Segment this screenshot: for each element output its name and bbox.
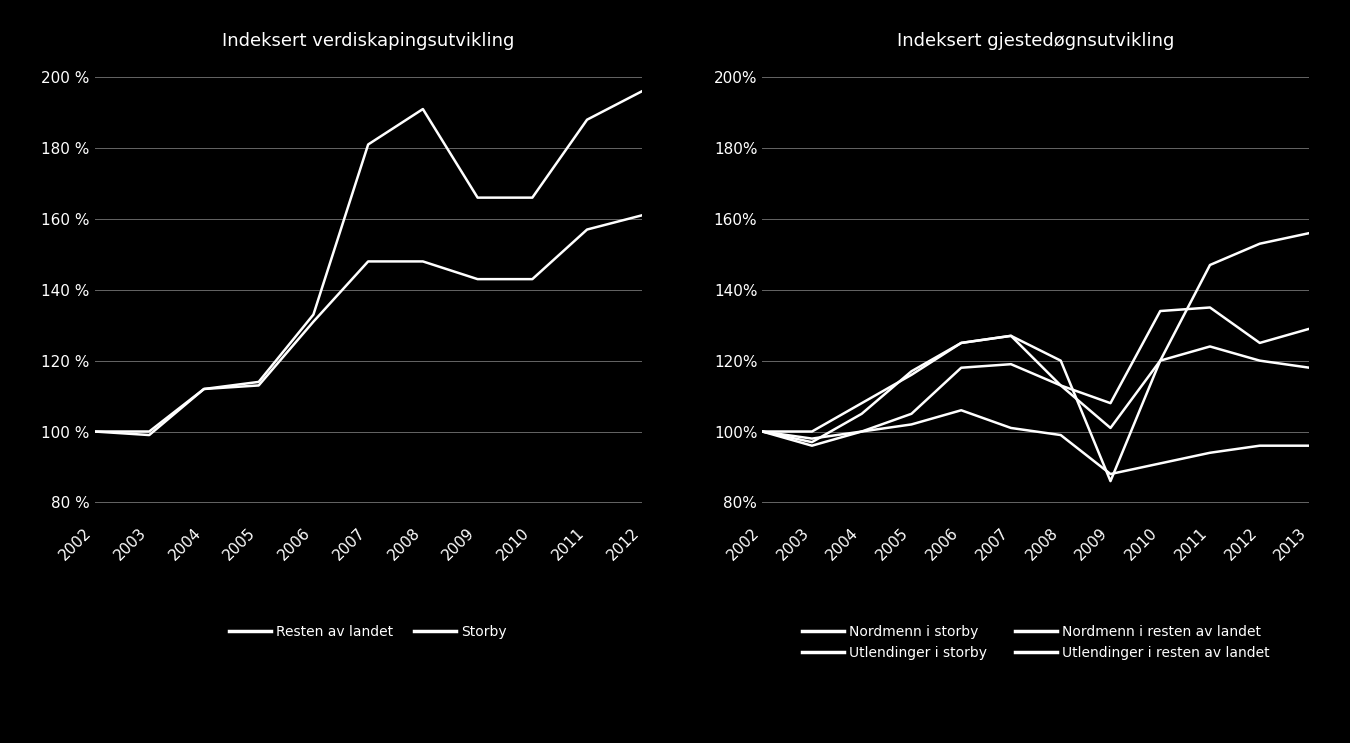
Utlendinger i resten av landet bbox=[755, 427, 771, 436]
Storby bbox=[86, 427, 103, 436]
Nordmenn i resten av landet bbox=[1103, 424, 1119, 432]
Utlendinger i resten av landet bbox=[1053, 431, 1069, 440]
Utlendinger i storby bbox=[1301, 229, 1318, 238]
Nordmenn i resten av landet bbox=[1301, 363, 1318, 372]
Nordmenn i storby bbox=[1152, 307, 1168, 316]
Nordmenn i storby bbox=[903, 370, 919, 379]
Storby bbox=[414, 105, 431, 114]
Line: Storby: Storby bbox=[95, 91, 641, 435]
Line: Utlendinger i storby: Utlendinger i storby bbox=[763, 233, 1310, 481]
Utlendinger i storby bbox=[953, 339, 969, 348]
Utlendinger i resten av landet bbox=[953, 406, 969, 415]
Utlendinger i storby bbox=[755, 427, 771, 436]
Utlendinger i resten av landet bbox=[903, 420, 919, 429]
Line: Nordmenn i resten av landet: Nordmenn i resten av landet bbox=[763, 346, 1310, 446]
Storby bbox=[633, 87, 649, 96]
Resten av landet bbox=[414, 257, 431, 266]
Nordmenn i resten av landet bbox=[853, 427, 869, 436]
Utlendinger i storby bbox=[1053, 356, 1069, 365]
Utlendinger i resten av landet bbox=[1301, 441, 1318, 450]
Nordmenn i storby bbox=[1251, 339, 1268, 348]
Nordmenn i resten av landet bbox=[1152, 356, 1168, 365]
Nordmenn i resten av landet bbox=[1003, 360, 1019, 369]
Resten av landet bbox=[196, 385, 212, 394]
Resten av landet bbox=[305, 317, 321, 326]
Line: Resten av landet: Resten av landet bbox=[95, 215, 641, 432]
Utlendinger i storby bbox=[1003, 331, 1019, 340]
Storby bbox=[305, 310, 321, 319]
Utlendinger i resten av landet bbox=[803, 434, 819, 443]
Storby bbox=[251, 377, 267, 386]
Utlendinger i storby bbox=[803, 438, 819, 447]
Utlendinger i resten av landet bbox=[1003, 424, 1019, 432]
Utlendinger i storby bbox=[1103, 477, 1119, 486]
Resten av landet bbox=[142, 427, 158, 436]
Resten av landet bbox=[360, 257, 377, 266]
Utlendinger i resten av landet bbox=[1103, 470, 1119, 478]
Line: Utlendinger i resten av landet: Utlendinger i resten av landet bbox=[763, 410, 1310, 474]
Resten av landet bbox=[470, 275, 486, 284]
Utlendinger i storby bbox=[1251, 239, 1268, 248]
Utlendinger i resten av landet bbox=[1152, 459, 1168, 468]
Nordmenn i storby bbox=[755, 427, 771, 436]
Resten av landet bbox=[633, 211, 649, 220]
Storby bbox=[142, 431, 158, 440]
Nordmenn i storby bbox=[953, 339, 969, 348]
Resten av landet bbox=[579, 225, 595, 234]
Nordmenn i resten av landet bbox=[903, 409, 919, 418]
Utlendinger i resten av landet bbox=[853, 427, 869, 436]
Storby bbox=[196, 385, 212, 394]
Utlendinger i resten av landet bbox=[1202, 448, 1218, 457]
Resten av landet bbox=[86, 427, 103, 436]
Nordmenn i resten av landet bbox=[755, 427, 771, 436]
Storby bbox=[524, 193, 540, 202]
Title: Indeksert verdiskapingsutvikling: Indeksert verdiskapingsutvikling bbox=[221, 31, 514, 50]
Line: Nordmenn i storby: Nordmenn i storby bbox=[763, 308, 1310, 432]
Nordmenn i resten av landet bbox=[1251, 356, 1268, 365]
Title: Indeksert gjestedøgnsutvikling: Indeksert gjestedøgnsutvikling bbox=[898, 31, 1174, 50]
Nordmenn i storby bbox=[1202, 303, 1218, 312]
Nordmenn i storby bbox=[1003, 331, 1019, 340]
Utlendinger i storby bbox=[903, 367, 919, 376]
Storby bbox=[579, 115, 595, 124]
Nordmenn i storby bbox=[803, 427, 819, 436]
Nordmenn i storby bbox=[1301, 324, 1318, 333]
Nordmenn i storby bbox=[853, 399, 869, 408]
Utlendinger i storby bbox=[853, 409, 869, 418]
Utlendinger i storby bbox=[1152, 356, 1168, 365]
Nordmenn i storby bbox=[1053, 381, 1069, 390]
Nordmenn i storby bbox=[1103, 399, 1119, 408]
Nordmenn i resten av landet bbox=[803, 441, 819, 450]
Nordmenn i resten av landet bbox=[1202, 342, 1218, 351]
Nordmenn i resten av landet bbox=[953, 363, 969, 372]
Resten av landet bbox=[524, 275, 540, 284]
Utlendinger i storby bbox=[1202, 261, 1218, 270]
Legend: Resten av landet, Storby: Resten av landet, Storby bbox=[224, 619, 513, 644]
Legend: Nordmenn i storby, Utlendinger i storby, Nordmenn i resten av landet, Utlendinge: Nordmenn i storby, Utlendinger i storby,… bbox=[796, 619, 1276, 665]
Storby bbox=[360, 140, 377, 149]
Nordmenn i resten av landet bbox=[1053, 381, 1069, 390]
Storby bbox=[470, 193, 486, 202]
Resten av landet bbox=[251, 381, 267, 390]
Utlendinger i resten av landet bbox=[1251, 441, 1268, 450]
